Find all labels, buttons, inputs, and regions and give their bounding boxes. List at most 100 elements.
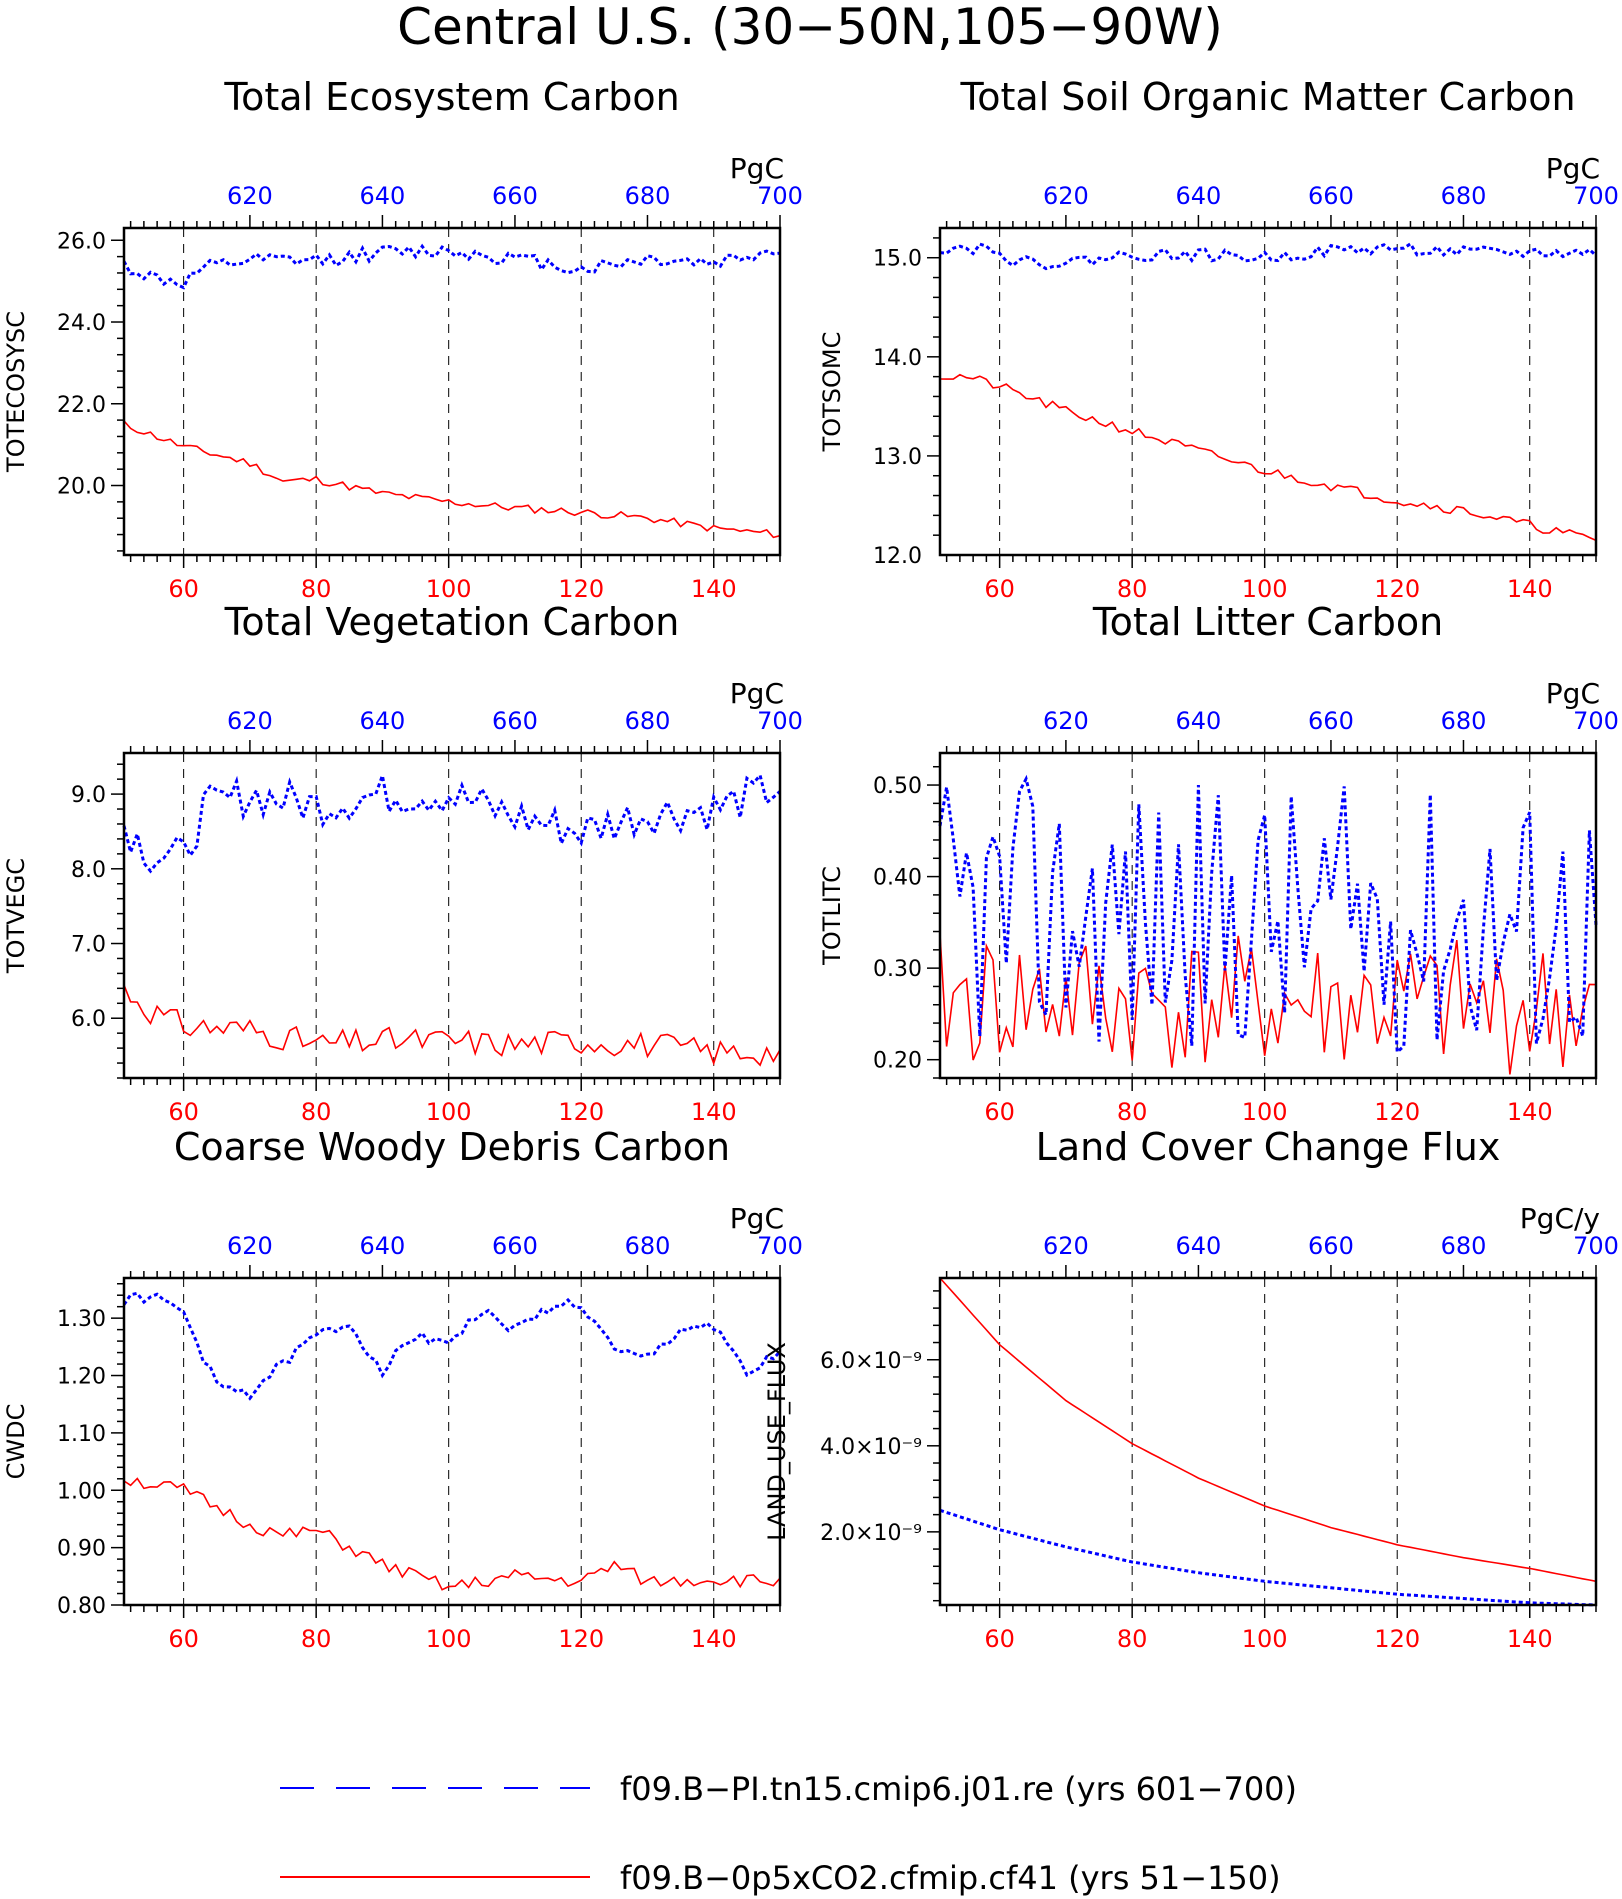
- y-tick-label: 14.0: [873, 346, 922, 371]
- x-tick-label: 120: [1374, 1098, 1420, 1126]
- top-tick-label: 660: [492, 707, 538, 735]
- top-tick-label: 640: [1176, 1232, 1222, 1260]
- top-tick-label: 680: [1441, 1232, 1487, 1260]
- top-tick-label: 680: [625, 1232, 671, 1260]
- top-tick-label: 620: [1043, 707, 1089, 735]
- series-line-0p5xco2: [939, 1277, 1597, 1583]
- top-tick-label: 700: [1573, 182, 1619, 210]
- x-tick-label: 80: [1117, 575, 1148, 603]
- legend-label-0p5xco2: f09.B−0p5xCO2.cfmip.cf41 (yrs 51−150): [620, 1859, 1281, 1897]
- series-line-pi: [122, 243, 781, 290]
- top-tick-label: 700: [757, 707, 803, 735]
- top-axis-unit: PgC/y: [1520, 1202, 1600, 1235]
- plot-frame: [122, 226, 782, 557]
- y-tick-label: 6.0×10⁻⁹: [820, 1349, 922, 1374]
- x-tick-label: 60: [984, 1625, 1015, 1653]
- top-axis-unit: PgC: [730, 152, 784, 185]
- series-line-pi: [939, 1508, 1597, 1607]
- series-line-pi: [938, 774, 1598, 1056]
- x-tick-label: 80: [301, 1625, 332, 1653]
- y-axis-label: TOTSOMC: [818, 332, 846, 453]
- y-tick-label: 22.0: [57, 393, 106, 418]
- chart-title: Land Cover Change Flux: [1036, 1125, 1501, 1169]
- plot-frame: [938, 1276, 1598, 1607]
- top-tick-label: 660: [1308, 182, 1354, 210]
- top-axis-unit: PgC: [1546, 677, 1600, 710]
- chart-title: Coarse Woody Debris Carbon: [174, 1125, 730, 1169]
- series-line-0p5xco2: [123, 984, 781, 1067]
- series-line-pi: [122, 1291, 782, 1401]
- top-tick-label: 620: [1043, 1232, 1089, 1260]
- x-tick-label: 100: [426, 1098, 472, 1126]
- y-tick-label: 2.0×10⁻⁹: [820, 1521, 922, 1546]
- x-tick-label: 140: [691, 1098, 737, 1126]
- chart-title: Total Soil Organic Matter Carbon: [959, 75, 1575, 119]
- top-tick-label: 620: [227, 182, 273, 210]
- y-tick-label: 1.20: [57, 1365, 106, 1390]
- x-tick-label: 120: [558, 1098, 604, 1126]
- panels: Total Ecosystem Carbon PgC 60 80 100 120 140 62…: [2, 75, 1619, 1653]
- y-tick-label: 7.0: [71, 933, 106, 958]
- series-line-0p5xco2: [123, 420, 781, 539]
- chart-panel-0: Total Ecosystem Carbon PgC 60 80 100 120 140 62…: [2, 75, 803, 603]
- top-tick-label: 620: [227, 707, 273, 735]
- y-tick-label: 1.10: [57, 1422, 106, 1447]
- y-tick-label: 8.0: [71, 858, 106, 883]
- x-tick-label: 60: [168, 1098, 199, 1126]
- y-tick-label: 4.0×10⁻⁹: [820, 1435, 922, 1460]
- x-tick-label: 100: [426, 1625, 472, 1653]
- top-tick-label: 660: [492, 182, 538, 210]
- top-tick-label: 680: [1441, 182, 1487, 210]
- chart-title: Total Vegetation Carbon: [224, 600, 680, 644]
- top-tick-label: 620: [227, 1232, 273, 1260]
- y-tick-label: 9.0: [71, 783, 106, 808]
- chart-panel-3: Total Litter Carbon PgC 60 80 100 120 140 620 64…: [818, 600, 1619, 1126]
- chart-panel-5: Land Cover Change Flux PgC/y 60 80 100 120 140…: [763, 1125, 1619, 1653]
- top-tick-label: 640: [1176, 707, 1222, 735]
- series-line-0p5xco2: [939, 373, 1597, 542]
- plot-frame: [938, 751, 1598, 1080]
- y-tick-label: 24.0: [57, 311, 106, 336]
- top-tick-label: 640: [360, 182, 406, 210]
- y-tick-label: 0.40: [873, 866, 922, 891]
- top-tick-label: 660: [492, 1232, 538, 1260]
- series-line-0p5xco2: [939, 933, 1597, 1075]
- top-axis-unit: PgC: [1546, 152, 1600, 185]
- y-axis-label: CWDC: [2, 1404, 30, 1480]
- top-tick-label: 660: [1308, 707, 1354, 735]
- x-tick-label: 140: [1507, 1098, 1553, 1126]
- top-axis-unit: PgC: [730, 677, 784, 710]
- x-tick-label: 100: [1242, 1625, 1288, 1653]
- chart-panel-1: Total Soil Organic Matter Carbon PgC 60 80 1…: [818, 75, 1619, 603]
- chart-title: Total Litter Carbon: [1092, 600, 1443, 644]
- x-tick-label: 80: [1117, 1098, 1148, 1126]
- y-tick-label: 6.0: [71, 1007, 106, 1032]
- top-tick-label: 660: [1308, 1232, 1354, 1260]
- chart-title: Total Ecosystem Carbon: [223, 75, 679, 119]
- x-tick-label: 120: [558, 1625, 604, 1653]
- top-tick-label: 640: [360, 707, 406, 735]
- y-tick-label: 20.0: [57, 475, 106, 500]
- legend-label-pi: f09.B−PI.tn15.cmip6.j01.re (yrs 601−700): [620, 1770, 1297, 1808]
- plot-frame: [938, 226, 1598, 557]
- top-tick-label: 700: [1573, 1232, 1619, 1260]
- top-tick-label: 680: [625, 707, 671, 735]
- x-tick-label: 100: [1242, 575, 1288, 603]
- top-tick-label: 700: [1573, 707, 1619, 735]
- y-axis-label: TOTVEGC: [2, 858, 30, 974]
- chart-panel-2: Total Vegetation Carbon PgC 60 80 100 120 140 6…: [2, 600, 803, 1126]
- top-tick-label: 700: [757, 182, 803, 210]
- y-axis-label: TOTLITC: [818, 866, 846, 966]
- y-tick-label: 0.20: [873, 1049, 922, 1074]
- top-tick-label: 700: [757, 1232, 803, 1260]
- x-tick-label: 60: [168, 1625, 199, 1653]
- x-tick-label: 140: [691, 575, 737, 603]
- series-line-pi: [122, 769, 781, 874]
- y-tick-label: 0.50: [873, 774, 922, 799]
- top-axis-unit: PgC: [730, 1202, 784, 1235]
- top-tick-label: 640: [360, 1232, 406, 1260]
- x-tick-label: 120: [558, 575, 604, 603]
- x-tick-label: 100: [426, 575, 472, 603]
